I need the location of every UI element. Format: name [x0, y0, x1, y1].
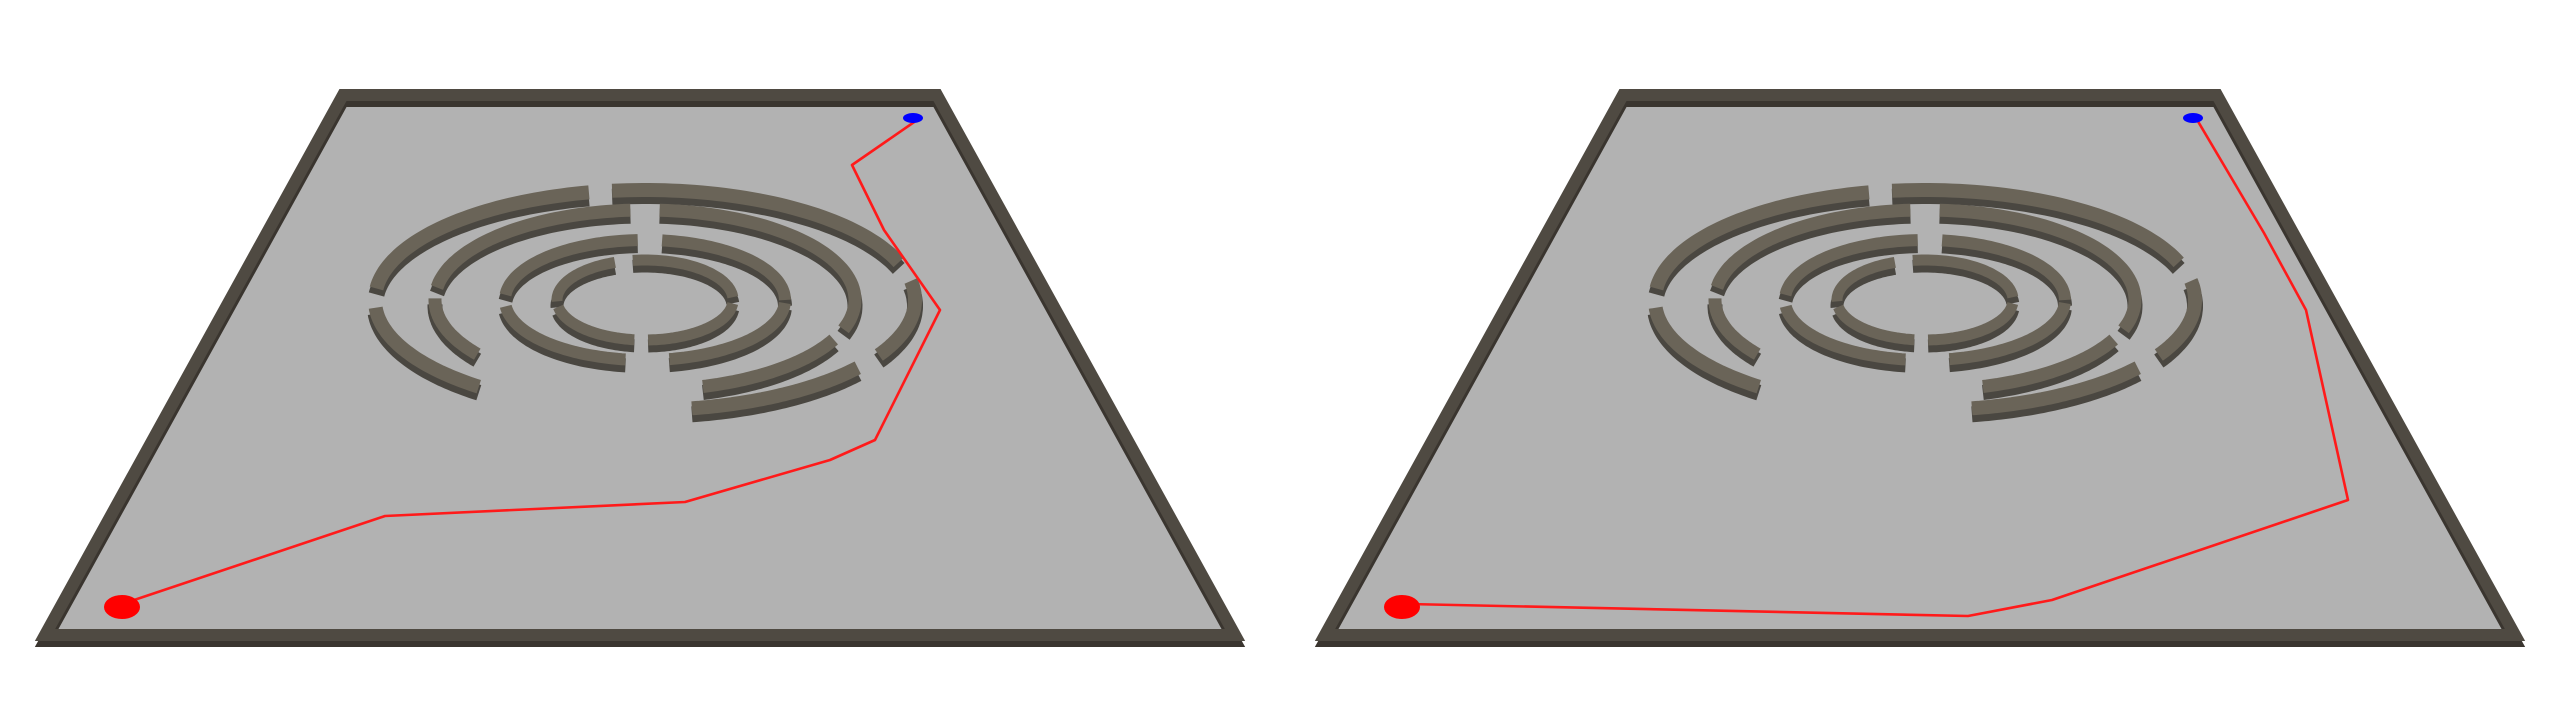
ring-1-wall-segment: [1649, 185, 1870, 291]
ring-4-wall-segment: [1912, 254, 2019, 299]
ring-1-wall-segment: [1971, 361, 2141, 416]
ring-1-wall-segment: [874, 278, 922, 361]
ring-1-wall-segment: [369, 185, 590, 291]
maze-scene-right: [1314, 89, 2526, 647]
ring-4-wall-segment: [553, 304, 635, 346]
maze-floor: [1325, 95, 2515, 635]
planned-path: [1407, 117, 2350, 618]
ring-3-wall-segment: [1779, 304, 1906, 366]
planned-path: [121, 116, 942, 606]
ring-4-wall-segment: [551, 256, 616, 302]
ring-2-wall-segment: [1708, 298, 1761, 360]
ring-3-wall-segment: [499, 304, 626, 366]
ring-2-wall-segment: [1982, 334, 2118, 393]
ring-2-wall-segment: [702, 334, 838, 393]
ring-3-wall-segment: [668, 302, 791, 366]
ring-2-wall-segment: [430, 203, 631, 290]
ring-4-wall-segment: [632, 254, 739, 299]
ring-2-wall-segment: [428, 298, 481, 360]
ring-4-wall-segment: [647, 302, 739, 346]
ring-4-wall-segment: [1831, 256, 1896, 302]
start-marker: [1384, 595, 1420, 619]
ring-1-wall-segment: [691, 361, 861, 416]
ring-2-wall-segment: [1710, 203, 1911, 290]
start-marker: [104, 595, 140, 619]
ring-3-wall-segment: [661, 234, 791, 301]
ring-3-wall-segment: [1941, 234, 2071, 301]
ring-2-wall-segment: [659, 203, 862, 334]
ring-1-wall-segment: [2154, 278, 2202, 361]
ring-4-wall-segment: [1833, 304, 1915, 346]
ring-1-wall-segment: [368, 306, 481, 394]
goal-marker: [2183, 113, 2203, 123]
ring-3-wall-segment: [1948, 302, 2071, 366]
ring-3-wall-segment: [499, 234, 638, 297]
ring-1-wall-segment: [611, 183, 904, 268]
maze-scene-left: [34, 89, 1246, 647]
outer-wall: [1314, 89, 2526, 641]
outer-wall: [34, 89, 1246, 641]
ring-2-wall-segment: [1939, 203, 2142, 334]
ring-1-wall-segment: [1648, 306, 1761, 394]
ring-3-wall-segment: [1779, 234, 1918, 297]
ring-1-wall-segment: [1891, 183, 2184, 268]
ring-4-wall-segment: [1927, 302, 2019, 346]
maze-floor: [45, 95, 1235, 635]
goal-marker: [903, 113, 923, 123]
